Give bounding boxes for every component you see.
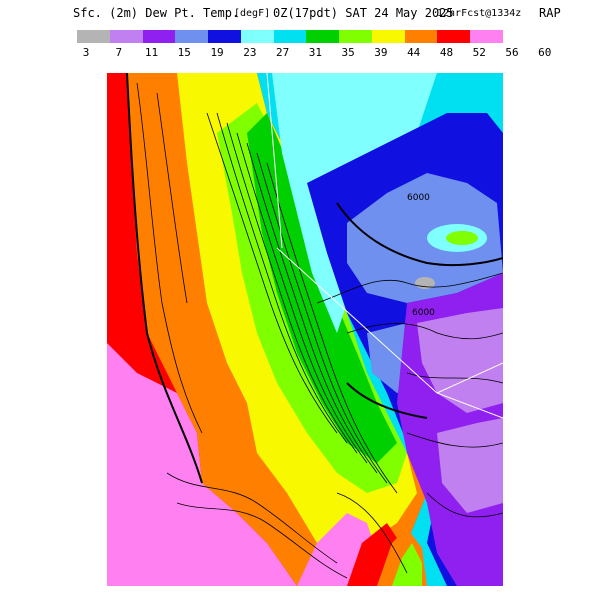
contour-label-2: 6000 [412, 308, 435, 318]
region-lightcyan [272, 73, 437, 333]
legend-swatch-5 [240, 30, 274, 43]
legend-label: 23 [243, 46, 257, 59]
legend-label: 56 [505, 46, 519, 59]
region-lavender [417, 308, 503, 413]
legend-swatch-4 [208, 30, 241, 43]
title-units: [degF] [234, 8, 271, 19]
region-green-south [392, 543, 422, 586]
map-title: Sfc. (2m) Dew Pt. Temp. [degF] 0Z(17pdt)… [0, 6, 611, 26]
legend-label: 39 [374, 46, 388, 59]
legend-label: 60 [538, 46, 552, 59]
legend-label: 35 [341, 46, 355, 59]
legend-label: 3 [82, 46, 90, 59]
legend-swatch-6 [273, 30, 307, 43]
legend-label: 19 [210, 46, 224, 59]
legend-label: 11 [144, 46, 159, 59]
region-green-patch [446, 231, 478, 245]
legend-swatch-7 [306, 30, 340, 43]
legend-swatch-3 [175, 30, 209, 43]
contour-label: 6000 [407, 193, 430, 203]
legend-swatch-11 [437, 30, 471, 43]
legend-label: 7 [115, 46, 123, 59]
legend-label: 48 [439, 46, 454, 59]
state-borders [266, 73, 503, 419]
legend-swatch-8 [339, 30, 372, 43]
legend-swatch-10 [404, 30, 438, 43]
title-forecast: 12hrFcst@1334z [437, 8, 522, 19]
legend-labels: 3 7 11 15 19 23 27 31 35 39 44 48 52 56 60 [77, 46, 552, 60]
legend-swatch-12 [470, 30, 503, 43]
region-cornflower [347, 173, 503, 303]
legend-swatch-1 [109, 30, 143, 43]
legend-label: 31 [308, 46, 322, 59]
color-legend [77, 30, 503, 43]
map-svg: 6000 6000 [107, 73, 503, 586]
legend-swatch-9 [371, 30, 405, 43]
title-model: RAP [539, 6, 561, 20]
legend-label: 52 [472, 46, 486, 59]
major-contours [126, 73, 503, 484]
ocean-fill-pink [107, 343, 297, 586]
terrain-contours [136, 82, 503, 579]
legend-label: 27 [275, 46, 290, 59]
title-valid-time: 0Z(17pdt) SAT 24 May 2025 [273, 6, 454, 20]
legend-label: 15 [177, 46, 191, 59]
legend-label: 44 [407, 46, 421, 59]
dewpoint-map: 6000 6000 [107, 73, 503, 586]
legend-swatch-0 [77, 30, 110, 43]
title-field: Sfc. (2m) Dew Pt. Temp. [73, 6, 240, 20]
legend-swatch-2 [142, 30, 176, 43]
region-lavender-2 [437, 418, 503, 513]
